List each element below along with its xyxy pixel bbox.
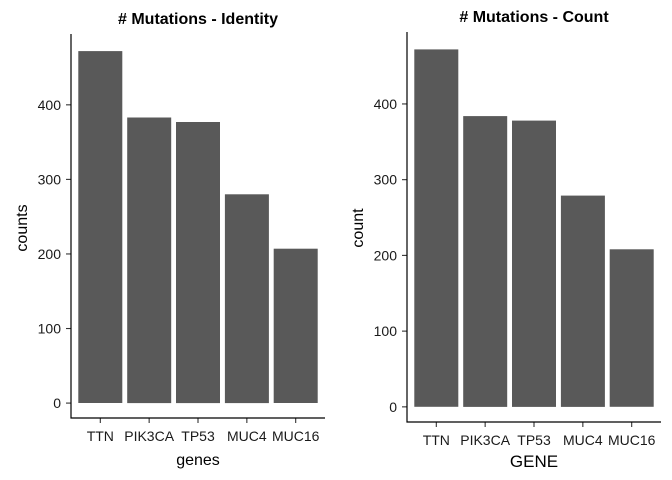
chart-title: # Mutations - Identity (118, 11, 278, 28)
x-tick-label: PIK3CA (460, 432, 510, 448)
y-tick-label: 200 (374, 247, 398, 263)
bar (78, 51, 123, 403)
y-tick-label: 400 (38, 97, 62, 113)
x-tick-label: MUC16 (272, 428, 320, 444)
x-tick-label: TTN (87, 428, 114, 444)
bar (560, 195, 605, 407)
x-ticks: TTN PIK3CA TP53 MUC4 MUC16 (423, 422, 656, 448)
axes (406, 32, 661, 423)
bar (512, 120, 556, 407)
y-tick-label: 400 (374, 96, 398, 112)
y-ticks: 0 100 200 300 400 (374, 96, 407, 415)
x-tick-label: MUC4 (563, 432, 603, 448)
x-tick-label: TP53 (517, 432, 551, 448)
y-tick-label: 300 (38, 171, 62, 187)
bar (176, 122, 220, 404)
y-tick-label: 0 (389, 399, 397, 415)
y-ticks: 0 100 200 300 400 (38, 97, 71, 411)
axes (70, 34, 325, 419)
chart-title: # Mutations - Count (459, 9, 609, 26)
x-tick-label: PIK3CA (124, 428, 174, 444)
x-tick-label: MUC4 (227, 428, 267, 444)
x-tick-label: TP53 (181, 428, 215, 444)
bar (463, 116, 508, 407)
panel-count: # Mutations - Count count GENE 0 100 200 30… (350, 9, 661, 471)
y-tick-label: 300 (374, 172, 398, 188)
y-tick-label: 100 (374, 323, 398, 339)
bar (609, 249, 654, 407)
bars (414, 49, 654, 407)
y-tick-label: 100 (38, 321, 62, 337)
y-axis-label: count (350, 208, 367, 248)
x-axis-label: GENE (510, 452, 558, 471)
bar (273, 248, 318, 403)
y-tick-label: 200 (38, 246, 62, 262)
bar (224, 194, 269, 404)
bar (414, 49, 459, 407)
x-tick-label: TTN (423, 432, 450, 448)
x-ticks: TTN PIK3CA TP53 MUC4 MUC16 (87, 418, 320, 444)
y-axis-label: counts (14, 204, 31, 251)
x-axis-label: genes (176, 452, 220, 469)
x-tick-label: MUC16 (608, 432, 656, 448)
bar (127, 117, 172, 404)
panel-identity: # Mutations - Identity counts genes 0 100… (14, 11, 325, 469)
bars (78, 51, 318, 404)
y-tick-label: 0 (53, 395, 61, 411)
